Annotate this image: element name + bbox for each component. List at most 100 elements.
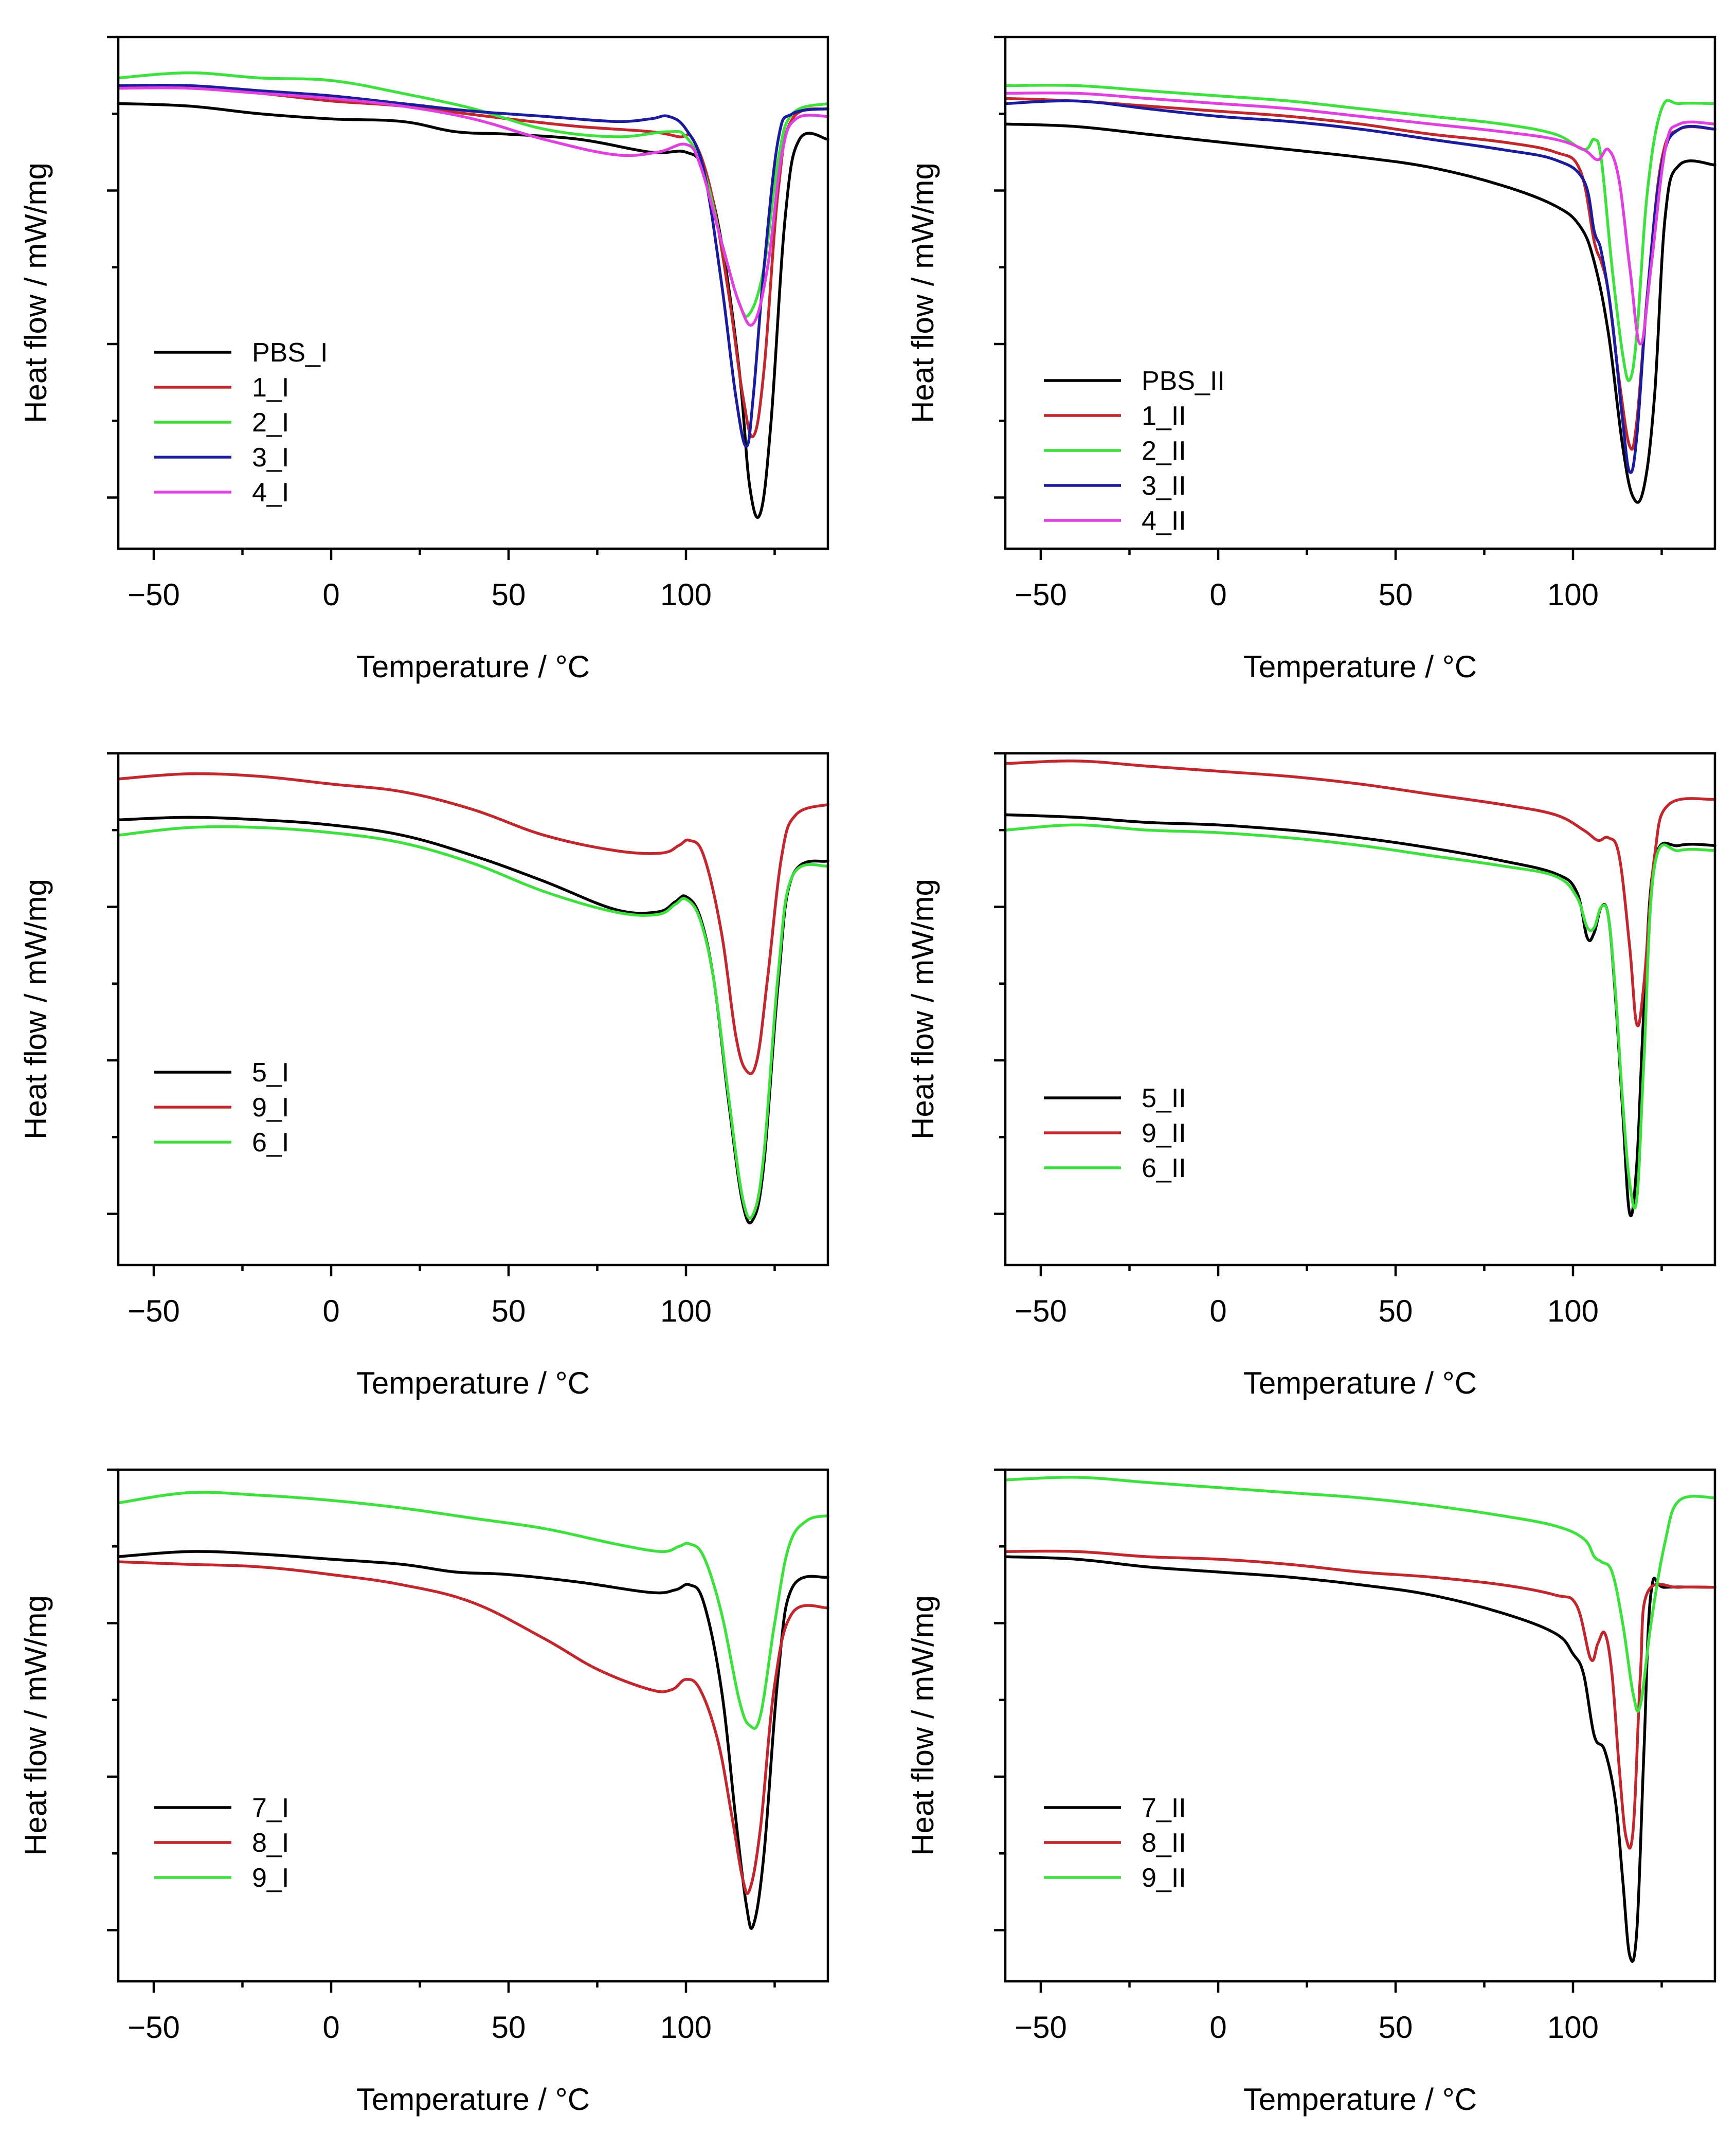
x-tick-label: −50 [1015, 577, 1067, 612]
y-axis [994, 1468, 1005, 1931]
y-axis-label: Heat flow / mW/mg [19, 879, 53, 1140]
x-tick-label: 100 [660, 2010, 712, 2045]
series-line-8_II [1004, 1549, 1716, 1850]
series-line-6_I [117, 825, 829, 1220]
legend-label: PBS_II [1142, 366, 1225, 396]
legend: PBS_II 1_II 2_II 3_II 4_II [1044, 366, 1225, 536]
chart-panel-bottom-right: −50 0 50 100 Temperature / °C Heat flow / mW/… [906, 1468, 1716, 2117]
chart-panel-bottom-left: −50 0 50 100 Temperature / °C Heat flow / mW/… [19, 1468, 829, 2117]
x-tick-label: −50 [128, 1294, 180, 1328]
plot-frame [1004, 1468, 1716, 1983]
x-axis: −50 0 50 100 [1015, 549, 1663, 612]
series-line-9_I [117, 772, 829, 1075]
series-line-9_II [1004, 1476, 1716, 1713]
series-line-PBS_II [1004, 122, 1716, 504]
x-axis: −50 0 50 100 [128, 1981, 776, 2045]
y-axis-label: Heat flow / mW/mg [906, 162, 940, 423]
series-line-5_I [117, 816, 829, 1224]
chart-panel-middle-left: −50 0 50 100 Temperature / °C Heat flow / mW/… [19, 752, 829, 1400]
legend: 7_II 8_II 9_II [1044, 1793, 1186, 1893]
plot-frame [117, 35, 829, 550]
legend: 7_I 8_I 9_I [154, 1793, 289, 1893]
y-axis-label: Heat flow / mW/mg [19, 1595, 53, 1856]
y-axis-label: Heat flow / mW/mg [906, 879, 940, 1140]
x-tick-label: 50 [1379, 2010, 1413, 2045]
legend-label: 5_I [252, 1058, 289, 1088]
x-axis-label: Temperature / °C [356, 1366, 590, 1400]
x-tick-label: 50 [1379, 1294, 1413, 1328]
legend-label: 4_I [252, 478, 289, 508]
series-line-4_I [117, 86, 829, 327]
series-line-8_I [117, 1560, 829, 1895]
series-line-2_II [1004, 83, 1716, 382]
legend-label: 3_II [1142, 471, 1186, 501]
x-tick-label: −50 [1015, 2010, 1067, 2045]
x-tick-label: 50 [492, 1294, 526, 1328]
curves [117, 1491, 829, 1930]
chart-panel-top-right: −50 0 50 100 Temperature / °C Heat flow / mW/… [906, 35, 1716, 684]
y-axis [107, 35, 118, 499]
curves [117, 71, 829, 519]
chart-panel-top-left: −50 0 50 100 Temperature / °C Heat flow / mW/… [19, 35, 829, 684]
series-line-9_II [1004, 760, 1716, 1027]
series-line-9_I [117, 1491, 829, 1730]
plot-frame [1004, 752, 1716, 1267]
legend-label: 1_I [252, 373, 289, 403]
series-line-6_II [1004, 823, 1716, 1210]
curves [1004, 83, 1716, 504]
legend-label: 6_I [252, 1128, 289, 1158]
x-tick-label: 50 [492, 2010, 526, 2045]
series-line-4_II [1004, 91, 1716, 346]
x-tick-label: 100 [1547, 577, 1599, 612]
x-tick-label: 100 [660, 577, 712, 612]
series-line-1_I [117, 86, 829, 439]
y-axis-label: Heat flow / mW/mg [906, 1595, 940, 1856]
x-tick-label: 0 [1209, 577, 1226, 612]
legend-label: 7_I [252, 1793, 289, 1823]
legend-label: 6_II [1142, 1153, 1186, 1183]
series-line-3_I [117, 83, 829, 448]
legend-label: 9_II [1142, 1118, 1186, 1148]
y-axis [994, 752, 1005, 1215]
series-line-5_II [1004, 813, 1716, 1218]
x-axis: −50 0 50 100 [1015, 1981, 1663, 2045]
legend-label: PBS_I [252, 338, 328, 368]
y-axis [994, 35, 1005, 499]
x-tick-label: 0 [1209, 1294, 1226, 1328]
series-line-PBS_I [117, 102, 829, 519]
x-tick-label: −50 [1015, 1294, 1067, 1328]
series-line-7_II [1004, 1555, 1716, 1963]
legend-label: 2_II [1142, 436, 1186, 466]
chart-panel-middle-right: −50 0 50 100 Temperature / °C Heat flow / mW/… [906, 752, 1716, 1400]
legend-label: 8_I [252, 1828, 289, 1858]
curves [1004, 1476, 1716, 1963]
legend: PBS_I 1_I 2_I 3_I 4_I [154, 338, 328, 508]
x-tick-label: 0 [1209, 2010, 1226, 2045]
x-tick-label: 0 [322, 577, 339, 612]
y-axis-label: Heat flow / mW/mg [19, 162, 53, 423]
y-axis [107, 1468, 118, 1931]
x-axis: −50 0 50 100 [128, 549, 776, 612]
series-line-7_I [117, 1550, 829, 1930]
curves [117, 772, 829, 1224]
x-tick-label: −50 [128, 577, 180, 612]
legend-label: 9_II [1142, 1863, 1186, 1893]
legend-label: 2_I [252, 408, 289, 438]
legend-label: 8_II [1142, 1828, 1186, 1858]
legend: 5_II 9_II 6_II [1044, 1083, 1186, 1183]
x-tick-label: 100 [1547, 2010, 1599, 2045]
legend-label: 1_II [1142, 401, 1186, 431]
x-axis-label: Temperature / °C [1243, 2082, 1477, 2117]
plot-frame [117, 1468, 829, 1983]
plot-frame [117, 752, 829, 1267]
x-tick-label: 100 [660, 1294, 712, 1328]
x-axis-label: Temperature / °C [356, 649, 590, 684]
legend-label: 7_II [1142, 1793, 1186, 1823]
x-tick-label: 50 [1379, 577, 1413, 612]
x-tick-label: 100 [1547, 1294, 1599, 1328]
x-tick-label: 0 [322, 2010, 339, 2045]
legend-label: 3_I [252, 443, 289, 473]
curves [1004, 760, 1716, 1218]
x-axis-label: Temperature / °C [1243, 649, 1477, 684]
